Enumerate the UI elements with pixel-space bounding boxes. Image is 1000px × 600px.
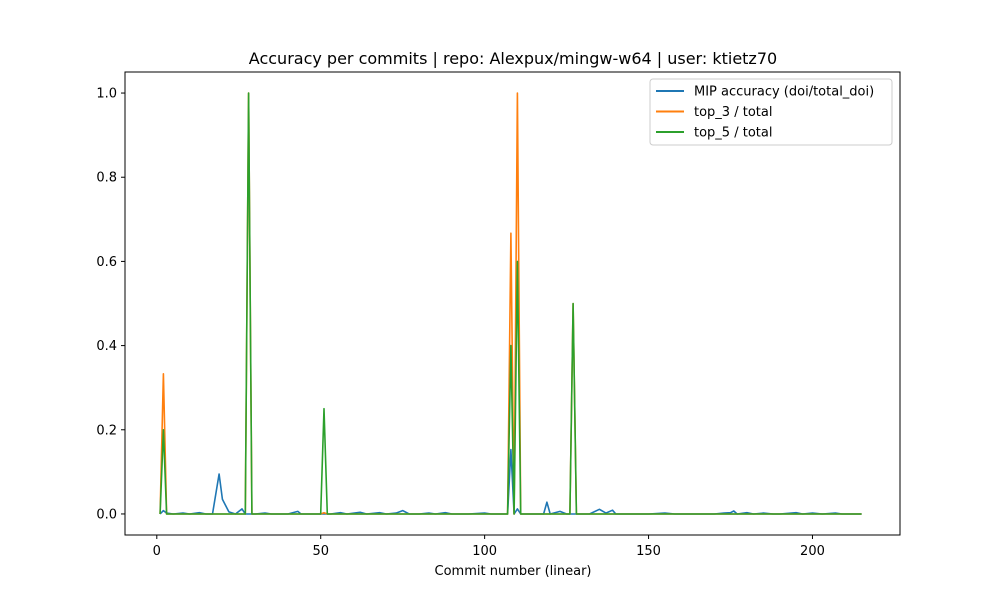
legend-label: top_5 / total xyxy=(694,126,772,141)
series-line-3 xyxy=(159,92,862,515)
x-tick-label: 200 xyxy=(800,544,825,559)
chart-title: Accuracy per commits | repo: Alexpux/min… xyxy=(249,49,777,68)
axes-frame xyxy=(124,71,901,536)
y-tick-label: 0.4 xyxy=(96,339,117,354)
x-tick-label: 150 xyxy=(636,544,661,559)
legend-box xyxy=(649,78,893,146)
legend-label: MIP accuracy (doi/total_doi) xyxy=(694,85,874,100)
x-tick-label: 100 xyxy=(472,544,497,559)
y-tick-label: 1.0 xyxy=(96,87,117,102)
legend-label: top_3 / total xyxy=(694,105,772,120)
y-tick-label: 0.6 xyxy=(96,255,117,270)
y-tick-label: 0.0 xyxy=(96,507,117,522)
x-axis-label: Commit number (linear) xyxy=(435,564,592,579)
x-tick-label: 0 xyxy=(153,544,161,559)
legend: MIP accuracy (doi/total_doi) top_3 / tota… xyxy=(649,78,893,146)
y-tick-label: 0.2 xyxy=(96,423,117,438)
y-tick-label: 0.8 xyxy=(96,171,117,186)
x-tick-label: 50 xyxy=(312,544,329,559)
plot-area: 0 50 100 150 200 0.0 0.2 0.4 0.6 0.8 1.0 xyxy=(96,71,901,559)
